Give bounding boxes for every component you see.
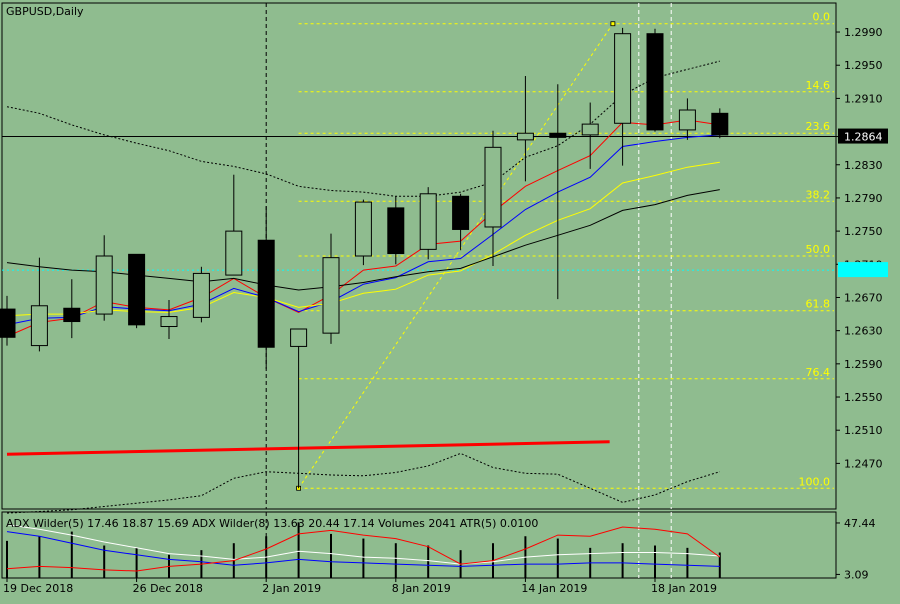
current-price-label: 1.2864	[844, 131, 883, 144]
candles	[0, 27, 729, 489]
fib-level-label: 38.2	[806, 188, 831, 201]
y-tick-label: 1.2830	[844, 159, 883, 172]
indicator-series-line	[6, 526, 721, 572]
fibonacci-levels: 0.0 14.6 23.6 38.2 50.0 61.8 76.4 100.0	[296, 11, 834, 491]
y-tick-label: 1.2990	[844, 26, 883, 39]
chart-frame	[1, 2, 837, 579]
indicator-tick-label: 47.44	[844, 517, 876, 530]
overlay-line	[6, 119, 720, 337]
candle-body	[646, 33, 664, 131]
cyan-level-box	[838, 262, 888, 278]
y-tick-label: 1.2670	[844, 291, 883, 304]
candle-body	[354, 201, 372, 257]
main-window-border	[1, 2, 837, 510]
fib-level-label: 76.4	[806, 366, 831, 379]
candle-body	[452, 195, 470, 230]
x-tick-label: 19 Dec 2018	[3, 582, 73, 595]
y-tick-label: 1.2470	[844, 457, 883, 470]
candle-body	[516, 132, 534, 141]
candle-body	[614, 33, 632, 124]
fib-level-label: 100.0	[799, 475, 831, 488]
y-tick-label: 1.2910	[844, 92, 883, 105]
current-price-box	[838, 128, 888, 144]
x-tick-label: 2 Jan 2019	[262, 582, 321, 595]
overlay-line	[6, 134, 720, 326]
candle-body	[0, 308, 16, 338]
axis-labels: 1.2990 1.2950 1.2910 1.2864 1.2830 1.2790 1.27…	[3, 26, 888, 595]
fib-level-label: 61.8	[806, 298, 831, 311]
candle-body	[387, 207, 405, 255]
indicator-window-border	[1, 511, 837, 579]
x-tick-label: 14 Jan 2019	[521, 582, 587, 595]
indicator-window: 47.44 3.09	[6, 517, 876, 581]
x-tick-label: 18 Jan 2019	[651, 582, 717, 595]
overlay-line	[6, 189, 720, 291]
candle-body	[95, 255, 113, 315]
candle-body	[225, 230, 243, 276]
x-tick-label: 8 Jan 2019	[392, 582, 451, 595]
candle-body	[290, 328, 308, 347]
candle-body	[192, 272, 210, 318]
indicator-tick-label: 3.09	[844, 568, 869, 581]
indicator-series-line	[6, 524, 720, 565]
candle-body	[419, 193, 437, 250]
y-tick-label: 1.2630	[844, 325, 883, 338]
fib-level-label: 0.0	[813, 11, 831, 24]
indicator-series-line	[6, 531, 720, 567]
fib-level-label: 23.6	[806, 120, 831, 133]
candle-body	[128, 253, 146, 326]
x-tick-label: 26 Dec 2018	[133, 582, 203, 595]
moving-averages	[2, 60, 836, 514]
y-tick-label: 1.2750	[844, 225, 883, 238]
candle-body	[30, 305, 48, 347]
y-tick-label: 1.2950	[844, 59, 883, 72]
overlay-line	[6, 161, 720, 317]
candle-body	[549, 132, 567, 138]
overlay-line	[6, 452, 720, 514]
candle-body	[257, 239, 275, 348]
indicator-label: ADX Wilder(5) 17.46 18.87 15.69 ADX Wild…	[6, 517, 538, 530]
y-tick-label: 1.2510	[844, 424, 883, 437]
candle-body	[63, 307, 81, 323]
candle-body	[711, 112, 729, 136]
y-tick-label: 1.2790	[844, 192, 883, 205]
y-tick-label: 1.2590	[844, 358, 883, 371]
fib-level-label: 14.6	[806, 79, 831, 92]
fib-trend-line	[298, 23, 614, 489]
candle-body	[484, 146, 502, 228]
candle-body	[678, 109, 696, 131]
overlay-line	[6, 60, 720, 197]
fib-anchor-point	[610, 21, 616, 27]
y-tick-label: 1.2550	[844, 391, 883, 404]
symbol-label: GBPUSD,Daily	[6, 5, 84, 18]
fib-level-label: 50.0	[806, 243, 831, 256]
candle-body	[581, 123, 599, 136]
candle-body	[160, 316, 178, 328]
candle-body	[322, 257, 340, 334]
red-trend-line	[6, 440, 610, 456]
